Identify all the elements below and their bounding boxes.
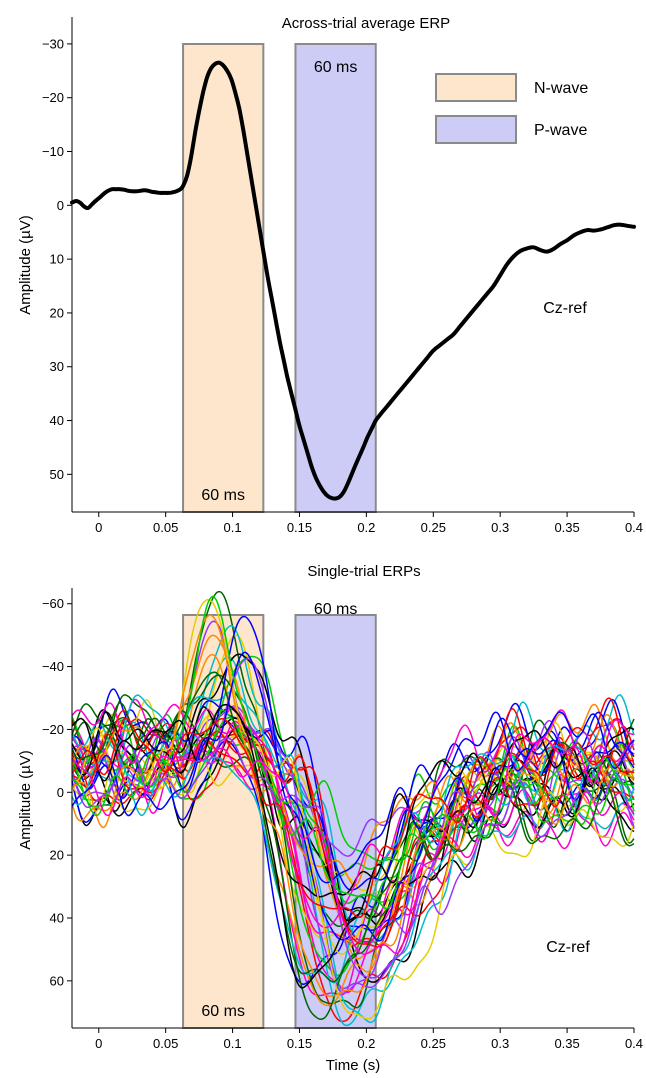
x-tick-label: 0.2 xyxy=(357,1036,375,1051)
y-tick-label: 20 xyxy=(50,305,64,320)
single-trial-line xyxy=(71,717,635,862)
single-trial-line xyxy=(71,702,635,929)
x-tick-label: 0.3 xyxy=(491,520,509,535)
x-tick-label: 0.35 xyxy=(554,520,579,535)
x-tick-label: 0.35 xyxy=(554,1036,579,1051)
y-axis-label: Amplitude (µV) xyxy=(17,750,34,850)
x-tick-label: 0.3 xyxy=(491,1036,509,1051)
legend-label-p-wave: P-wave xyxy=(534,122,587,139)
x-tick-label: 0.05 xyxy=(153,520,178,535)
average-erp-line xyxy=(70,60,636,501)
y-tick-label: −20 xyxy=(42,90,64,105)
x-tick-label: 0.25 xyxy=(421,520,446,535)
y-tick-label: −30 xyxy=(42,36,64,51)
single-trial-line xyxy=(71,706,635,898)
y-tick-label: 0 xyxy=(57,785,64,800)
legend-swatch-n-wave xyxy=(435,73,517,102)
y-tick-label: 60 xyxy=(50,973,64,988)
x-tick-label: 0.4 xyxy=(625,1036,643,1051)
x-tick-label: 0.25 xyxy=(421,1036,446,1051)
single-trial-line xyxy=(71,703,635,1020)
single-trial-line xyxy=(71,719,635,955)
y-tick-label: 50 xyxy=(50,467,64,482)
x-tick-label: 0.15 xyxy=(287,1036,312,1051)
y-axis-label: Amplitude (µV) xyxy=(17,215,34,315)
y-tick-label: 10 xyxy=(50,252,64,267)
single-trial-line xyxy=(71,615,635,942)
single-trial-line xyxy=(71,717,635,919)
x-tick-label: 0.1 xyxy=(224,1036,242,1051)
chart-title: Across-trial average ERP xyxy=(282,15,450,32)
legend-label-n-wave: N-wave xyxy=(534,80,588,97)
electrode-annotation: Cz-ref xyxy=(543,300,587,317)
single-trial-erp-chart: 0 0.05 0.1 0.15 0.2 0.25 0.3 0.35 0.4 −60 −40 −20 0… xyxy=(17,563,643,1074)
p-wave-window-label: 60 ms xyxy=(314,59,358,76)
n-wave-window xyxy=(182,43,265,513)
y-tick-label: 40 xyxy=(50,413,64,428)
single-trial-line xyxy=(71,598,635,1020)
single-trial-line xyxy=(71,703,635,989)
y-tick-label: −40 xyxy=(42,659,64,674)
x-axis-label: Time (s) xyxy=(326,1057,380,1074)
single-trial-line xyxy=(71,737,635,979)
x-tick-label: 0.15 xyxy=(287,520,312,535)
n-wave-window-label: 60 ms xyxy=(201,1003,245,1020)
n-wave-window-label: 60 ms xyxy=(201,487,245,504)
x-tick-label: 0.2 xyxy=(357,520,375,535)
electrode-annotation: Cz-ref xyxy=(546,939,590,956)
p-wave-window-label: 60 ms xyxy=(314,601,358,618)
y-tick-label: 0 xyxy=(57,198,64,213)
single-trial-line xyxy=(71,697,635,943)
x-tick-label: 0.4 xyxy=(625,520,643,535)
y-tick-label: 40 xyxy=(50,911,64,926)
x-tick-label: 0 xyxy=(95,520,102,535)
y-tick-label: 30 xyxy=(50,359,64,374)
p-wave-window xyxy=(294,43,377,513)
x-tick-label: 0.05 xyxy=(153,1036,178,1051)
single-trial-line xyxy=(71,595,635,910)
y-tick-label: 20 xyxy=(50,848,64,863)
average-erp-chart: 0 0.05 0.1 0.15 0.2 0.25 0.3 0.35 0.4 −30 −20 −10 0… xyxy=(17,15,643,535)
legend-swatch-p-wave xyxy=(435,115,517,144)
chart-title: Single-trial ERPs xyxy=(307,563,420,580)
x-tick-label: 0 xyxy=(95,1036,102,1051)
y-tick-label: −20 xyxy=(42,722,64,737)
y-tick-label: −10 xyxy=(42,144,64,159)
legend: N-wave P-wave xyxy=(435,73,588,144)
y-tick-label: −60 xyxy=(42,596,64,611)
x-tick-label: 0.1 xyxy=(224,520,242,535)
